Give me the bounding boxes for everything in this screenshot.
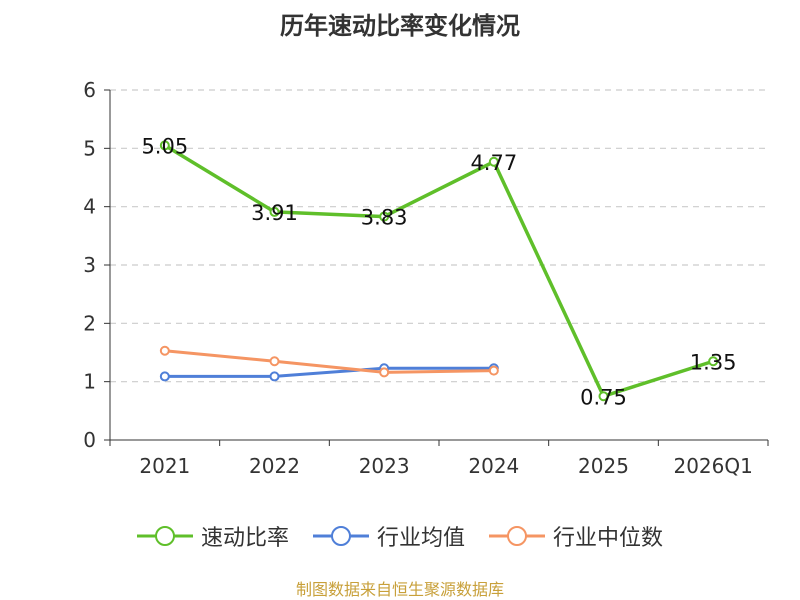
data-label: 3.83: [361, 206, 408, 230]
data-point: [488, 365, 499, 376]
y-tick-label: 1: [83, 370, 96, 394]
legend-line-icon: [489, 526, 545, 546]
x-tick-label: 2024: [468, 454, 519, 478]
data-point: [488, 156, 499, 167]
chart-title: 历年速动比率变化情况: [280, 12, 520, 40]
data-point: [598, 391, 609, 402]
y-tick-label: 5: [83, 136, 96, 160]
y-tick-label: 4: [83, 195, 96, 219]
data-point: [379, 211, 390, 222]
series-line: [164, 349, 494, 374]
legend-line-icon: [136, 526, 193, 546]
y-tick-label: 3: [83, 253, 96, 277]
legend-label: 行业均值: [376, 526, 465, 551]
legend-item-industry-median[interactable]: 行业中位数: [489, 520, 663, 552]
x-tick-label: 2026Q1: [673, 454, 752, 478]
data-label: 4.77: [470, 151, 517, 175]
x-tick-label: 2023: [359, 454, 410, 478]
x-tick-label: 2025: [578, 454, 629, 478]
x-tick-label: 2021: [139, 454, 190, 478]
legend-label: 行业中位数: [553, 526, 664, 551]
legend-label: 速动比率: [200, 526, 289, 551]
data-point: [269, 206, 280, 217]
data-label: 1.35: [690, 350, 737, 374]
data-label: 5.05: [141, 134, 188, 158]
data-point: [269, 371, 280, 382]
legend-item-industry-mean[interactable]: 行业均值: [312, 520, 465, 552]
data-point: [379, 367, 390, 378]
series-line: [164, 366, 494, 378]
data-point: [159, 345, 170, 356]
data-label: 0.75: [580, 385, 627, 409]
data-label: 3.91: [251, 201, 298, 225]
source-note: 制图数据来自恒生聚源数据库: [295, 580, 504, 599]
data-point: [159, 371, 170, 382]
legend-item-quick-ratio[interactable]: 速动比率: [136, 520, 289, 552]
y-tick-label: 2: [83, 311, 96, 335]
series-line: [163, 143, 714, 398]
legend: 速动比率 行业均值 行业中位数: [0, 520, 800, 552]
data-point: [708, 356, 719, 367]
y-tick-label: 0: [83, 428, 96, 452]
data-point: [159, 140, 170, 151]
y-tick-label: 6: [83, 78, 96, 102]
data-point: [269, 356, 280, 367]
x-tick-label: 2022: [249, 454, 300, 478]
legend-line-icon: [312, 526, 369, 546]
